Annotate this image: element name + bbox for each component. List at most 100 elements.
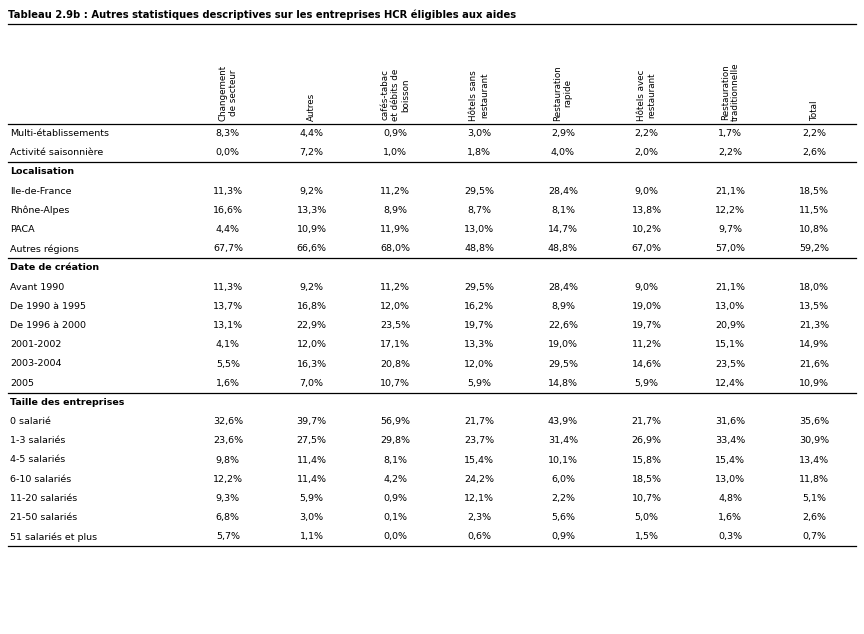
Text: PACA: PACA <box>10 225 35 234</box>
Text: 2,3%: 2,3% <box>467 513 492 522</box>
Text: 21,1%: 21,1% <box>715 283 746 292</box>
Text: 10,2%: 10,2% <box>632 225 662 234</box>
Text: 56,9%: 56,9% <box>380 417 410 426</box>
Text: 18,5%: 18,5% <box>799 186 829 196</box>
Text: 26,9%: 26,9% <box>632 436 662 445</box>
Text: 21,7%: 21,7% <box>632 417 662 426</box>
Text: 27,5%: 27,5% <box>296 436 327 445</box>
Text: 4,0%: 4,0% <box>551 148 575 157</box>
Text: 12,0%: 12,0% <box>464 359 494 368</box>
Text: 20,8%: 20,8% <box>380 359 410 368</box>
Text: 6-10 salariés: 6-10 salariés <box>10 475 71 484</box>
Text: 28,4%: 28,4% <box>548 283 578 292</box>
Text: 10,8%: 10,8% <box>799 225 829 234</box>
Text: 1,5%: 1,5% <box>635 533 658 541</box>
Text: 14,8%: 14,8% <box>548 378 578 388</box>
Text: 11,4%: 11,4% <box>296 475 327 484</box>
Text: 43,9%: 43,9% <box>548 417 578 426</box>
Text: 8,9%: 8,9% <box>551 302 575 311</box>
Text: Rhône-Alpes: Rhône-Alpes <box>10 205 69 215</box>
Text: 29,5%: 29,5% <box>548 359 578 368</box>
Text: 11,3%: 11,3% <box>213 283 243 292</box>
Text: 12,2%: 12,2% <box>715 206 746 215</box>
Text: Total: Total <box>810 101 818 121</box>
Text: 31,4%: 31,4% <box>548 436 578 445</box>
Text: 51 salariés et plus: 51 salariés et plus <box>10 532 97 541</box>
Text: 24,2%: 24,2% <box>464 475 494 484</box>
Text: 5,1%: 5,1% <box>802 494 826 503</box>
Text: 0 salarié: 0 salarié <box>10 417 51 426</box>
Text: 11,4%: 11,4% <box>296 455 327 465</box>
Text: 13,0%: 13,0% <box>464 225 494 234</box>
Text: Autres régions: Autres régions <box>10 244 79 254</box>
Text: 66,6%: 66,6% <box>296 244 327 254</box>
Text: 12,0%: 12,0% <box>296 340 327 349</box>
Text: 12,4%: 12,4% <box>715 378 746 388</box>
Text: 11,5%: 11,5% <box>799 206 829 215</box>
Text: 15,4%: 15,4% <box>464 455 494 465</box>
Text: 3,0%: 3,0% <box>467 129 492 138</box>
Text: 11,2%: 11,2% <box>380 186 410 196</box>
Text: Tableau 2.9b : Autres statistiques descriptives sur les entreprises HCR éligible: Tableau 2.9b : Autres statistiques descr… <box>8 9 516 20</box>
Text: 0,9%: 0,9% <box>551 533 575 541</box>
Text: 22,9%: 22,9% <box>296 321 327 330</box>
Text: 15,4%: 15,4% <box>715 455 746 465</box>
Text: 32,6%: 32,6% <box>213 417 243 426</box>
Text: 0,9%: 0,9% <box>384 129 407 138</box>
Text: 0,0%: 0,0% <box>216 148 240 157</box>
Text: 8,9%: 8,9% <box>384 206 407 215</box>
Text: 1,8%: 1,8% <box>467 148 491 157</box>
Text: 4,4%: 4,4% <box>216 225 240 234</box>
Text: Date de création: Date de création <box>10 264 99 273</box>
Text: 2,6%: 2,6% <box>802 148 826 157</box>
Text: 39,7%: 39,7% <box>296 417 327 426</box>
Text: 11,3%: 11,3% <box>213 186 243 196</box>
Text: 5,9%: 5,9% <box>635 378 658 388</box>
Text: 9,3%: 9,3% <box>216 494 240 503</box>
Text: 2,6%: 2,6% <box>802 513 826 522</box>
Text: 4,1%: 4,1% <box>216 340 240 349</box>
Text: 28,4%: 28,4% <box>548 186 578 196</box>
Text: 14,9%: 14,9% <box>799 340 829 349</box>
Text: 11,2%: 11,2% <box>632 340 662 349</box>
Text: 48,8%: 48,8% <box>548 244 578 254</box>
Text: 6,0%: 6,0% <box>551 475 575 484</box>
Text: 9,2%: 9,2% <box>300 186 324 196</box>
Text: 11,2%: 11,2% <box>380 283 410 292</box>
Text: 23,7%: 23,7% <box>464 436 494 445</box>
Text: 12,2%: 12,2% <box>213 475 243 484</box>
Text: 5,0%: 5,0% <box>635 513 658 522</box>
Text: 5,6%: 5,6% <box>551 513 575 522</box>
Text: 8,7%: 8,7% <box>467 206 491 215</box>
Text: 11,8%: 11,8% <box>799 475 829 484</box>
Text: 23,5%: 23,5% <box>380 321 410 330</box>
Text: 3,0%: 3,0% <box>300 513 324 522</box>
Text: 5,9%: 5,9% <box>300 494 324 503</box>
Text: 67,7%: 67,7% <box>213 244 243 254</box>
Text: 48,8%: 48,8% <box>464 244 494 254</box>
Text: 2003-2004: 2003-2004 <box>10 359 61 368</box>
Text: 13,3%: 13,3% <box>464 340 494 349</box>
Text: 11,9%: 11,9% <box>380 225 410 234</box>
Text: 13,0%: 13,0% <box>715 302 746 311</box>
Text: 4-5 salariés: 4-5 salariés <box>10 455 66 465</box>
Text: Hôtels avec
restaurant: Hôtels avec restaurant <box>637 70 657 121</box>
Text: 12,0%: 12,0% <box>380 302 410 311</box>
Text: 67,0%: 67,0% <box>632 244 662 254</box>
Text: 1,6%: 1,6% <box>718 513 742 522</box>
Text: 1,6%: 1,6% <box>216 378 240 388</box>
Text: 8,1%: 8,1% <box>384 455 407 465</box>
Text: 13,0%: 13,0% <box>715 475 746 484</box>
Text: 10,9%: 10,9% <box>296 225 327 234</box>
Text: De 1996 à 2000: De 1996 à 2000 <box>10 321 86 330</box>
Text: 2,0%: 2,0% <box>635 148 658 157</box>
Text: 59,2%: 59,2% <box>799 244 829 254</box>
Text: 1,1%: 1,1% <box>300 533 324 541</box>
Text: Changement
de secteur: Changement de secteur <box>219 65 238 121</box>
Text: 15,8%: 15,8% <box>632 455 662 465</box>
Text: 31,6%: 31,6% <box>715 417 746 426</box>
Text: 16,2%: 16,2% <box>464 302 494 311</box>
Text: 0,7%: 0,7% <box>802 533 826 541</box>
Text: 4,8%: 4,8% <box>718 494 742 503</box>
Text: Localisation: Localisation <box>10 167 74 176</box>
